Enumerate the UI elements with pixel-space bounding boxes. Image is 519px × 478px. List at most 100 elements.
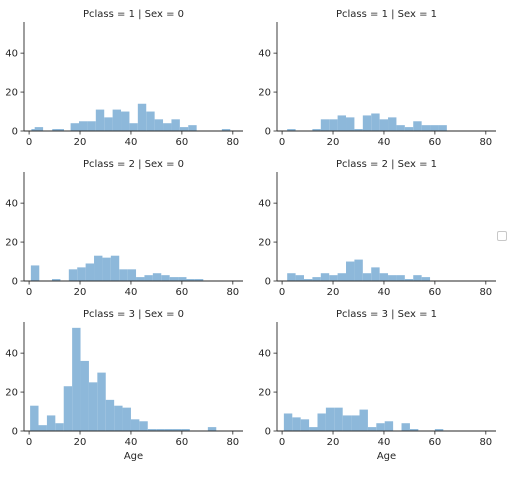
histogram-bar [379,273,389,281]
histogram-bar [68,269,78,281]
x-tick-label: 80 [479,437,492,448]
histogram-bar [55,129,64,131]
histogram-bar [312,129,321,131]
histogram-bar [396,125,405,131]
y-tick-label: 0 [12,427,18,438]
y-tick-label: 40 [258,349,271,360]
x-tick-label: 40 [125,437,138,448]
histogram-bar [152,273,162,281]
histogram-bar [163,123,172,131]
histogram-bar [88,382,98,431]
panel-title: Pclass = 2 | Sex = 0 [83,159,184,170]
histogram-bar [137,103,147,131]
y-tick-label: 20 [258,88,271,99]
histogram-bar [283,413,293,431]
legend-box [497,231,507,241]
histogram-bar [438,125,447,131]
facet-panel: Pclass = 2 | Sex = 1 0 20 40 0 20 40 60 80 [258,159,496,298]
x-tick-label: 40 [378,137,391,148]
histogram-bar [144,275,153,281]
y-tick-label: 0 [265,427,271,438]
facet-panel: Pclass = 3 | Sex = 1 0 20 40 0 20 40 60 80 Age [258,309,496,462]
histogram-bar [320,119,330,131]
histogram-bar [55,423,64,431]
x-tick-label: 80 [226,137,239,148]
histogram-bar [87,121,96,131]
histogram-bar [30,265,40,281]
y-tick-label: 0 [12,277,18,288]
x-tick-label: 0 [279,287,285,298]
histogram-bar [79,121,88,131]
x-tick-label: 0 [26,437,32,448]
histogram-bar [401,423,410,431]
histogram-bar [77,267,86,281]
histogram-bar [384,421,394,431]
histogram-bar [207,427,217,431]
panel-title: Pclass = 3 | Sex = 1 [336,309,437,320]
histogram-bar [413,275,422,281]
histogram-bar [188,125,197,131]
histogram-bar [388,117,397,131]
histogram-bar [346,261,355,281]
histogram-bar [421,125,431,131]
panel-title: Pclass = 1 | Sex = 0 [83,9,184,20]
histogram-bar [371,267,380,281]
histogram-bar [337,115,347,131]
y-tick-label: 40 [5,199,18,210]
histogram-bar [156,429,165,431]
histogram-bar [95,109,105,131]
histogram-bar [362,273,372,281]
histogram-bar [94,255,103,281]
x-tick-label: 0 [279,437,285,448]
y-tick-label: 0 [265,127,271,138]
x-tick-label: 40 [378,437,391,448]
histogram-bar [194,279,204,281]
histogram-bar [221,129,231,131]
histogram-bar [329,275,338,281]
histogram-bar [388,275,397,281]
facet-panel: Pclass = 1 | Sex = 1 0 20 40 0 20 40 60 80 [258,9,496,148]
x-tick-label: 20 [74,287,87,298]
histogram-bar [169,277,179,281]
histogram-bar [127,269,137,281]
x-tick-label: 80 [226,287,239,298]
histogram-bar [325,407,335,431]
x-tick-label: 0 [26,137,32,148]
x-tick-label: 80 [226,437,239,448]
histogram-bar [342,415,352,431]
histogram-bar [346,117,355,131]
histogram-bar [119,269,128,281]
histogram-bar [312,277,321,281]
histogram-bar [154,119,164,131]
histogram-bar [34,127,44,131]
histogram-bar [72,327,81,431]
panel-title: Pclass = 2 | Sex = 1 [336,159,437,170]
histogram-bar [52,279,61,281]
histogram-bar [351,415,360,431]
histogram-bar [130,419,140,431]
histogram-bar [97,372,106,431]
y-tick-label: 40 [258,49,271,60]
histogram-bar [287,273,296,281]
x-tick-label: 60 [176,287,189,298]
histogram-bar [295,275,304,281]
facet-panel: Pclass = 1 | Sex = 0 0 20 40 0 20 40 60 80 [5,9,243,148]
histogram-bar [404,279,414,281]
x-tick-label: 20 [74,437,87,448]
histogram-bar [354,259,363,281]
histogram-bar [70,123,80,131]
y-tick-label: 20 [5,88,18,99]
histogram-bar [181,429,190,431]
histogram-bar [112,109,122,131]
x-tick-label: 20 [74,137,87,148]
histogram-bar [146,111,155,131]
panel-title: Pclass = 1 | Sex = 1 [336,9,437,20]
histogram-bar [404,127,414,131]
histogram-bar [139,421,148,431]
y-tick-label: 20 [5,388,18,399]
x-tick-label: 60 [429,437,442,448]
y-tick-label: 20 [258,388,271,399]
histogram-bar [63,386,73,431]
x-tick-label: 60 [176,437,189,448]
